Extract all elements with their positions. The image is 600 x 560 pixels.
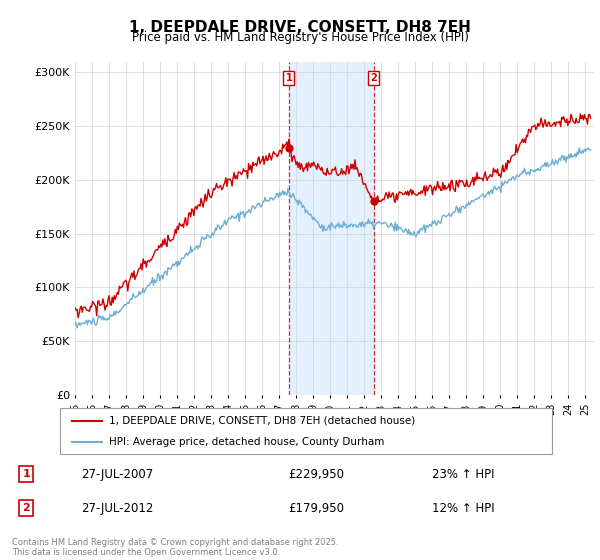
Text: 12% ↑ HPI: 12% ↑ HPI bbox=[433, 502, 495, 515]
Text: Price paid vs. HM Land Registry's House Price Index (HPI): Price paid vs. HM Land Registry's House … bbox=[131, 31, 469, 44]
Text: 27-JUL-2012: 27-JUL-2012 bbox=[81, 502, 154, 515]
Bar bbox=[289, 62, 374, 395]
Text: 1, DEEPDALE DRIVE, CONSETT, DH8 7EH: 1, DEEPDALE DRIVE, CONSETT, DH8 7EH bbox=[129, 20, 471, 35]
Text: 27-JUL-2007: 27-JUL-2007 bbox=[81, 468, 154, 481]
Text: 2: 2 bbox=[371, 73, 377, 83]
Text: 1: 1 bbox=[286, 73, 292, 83]
FancyBboxPatch shape bbox=[60, 408, 552, 454]
Text: 23% ↑ HPI: 23% ↑ HPI bbox=[433, 468, 495, 481]
Text: £229,950: £229,950 bbox=[289, 468, 344, 481]
Text: Contains HM Land Registry data © Crown copyright and database right 2025.
This d: Contains HM Land Registry data © Crown c… bbox=[12, 538, 338, 557]
Text: 2: 2 bbox=[23, 503, 30, 514]
Text: HPI: Average price, detached house, County Durham: HPI: Average price, detached house, Coun… bbox=[109, 437, 385, 447]
Text: 1, DEEPDALE DRIVE, CONSETT, DH8 7EH (detached house): 1, DEEPDALE DRIVE, CONSETT, DH8 7EH (det… bbox=[109, 416, 415, 426]
Text: £179,950: £179,950 bbox=[289, 502, 344, 515]
Text: 1: 1 bbox=[23, 469, 30, 479]
